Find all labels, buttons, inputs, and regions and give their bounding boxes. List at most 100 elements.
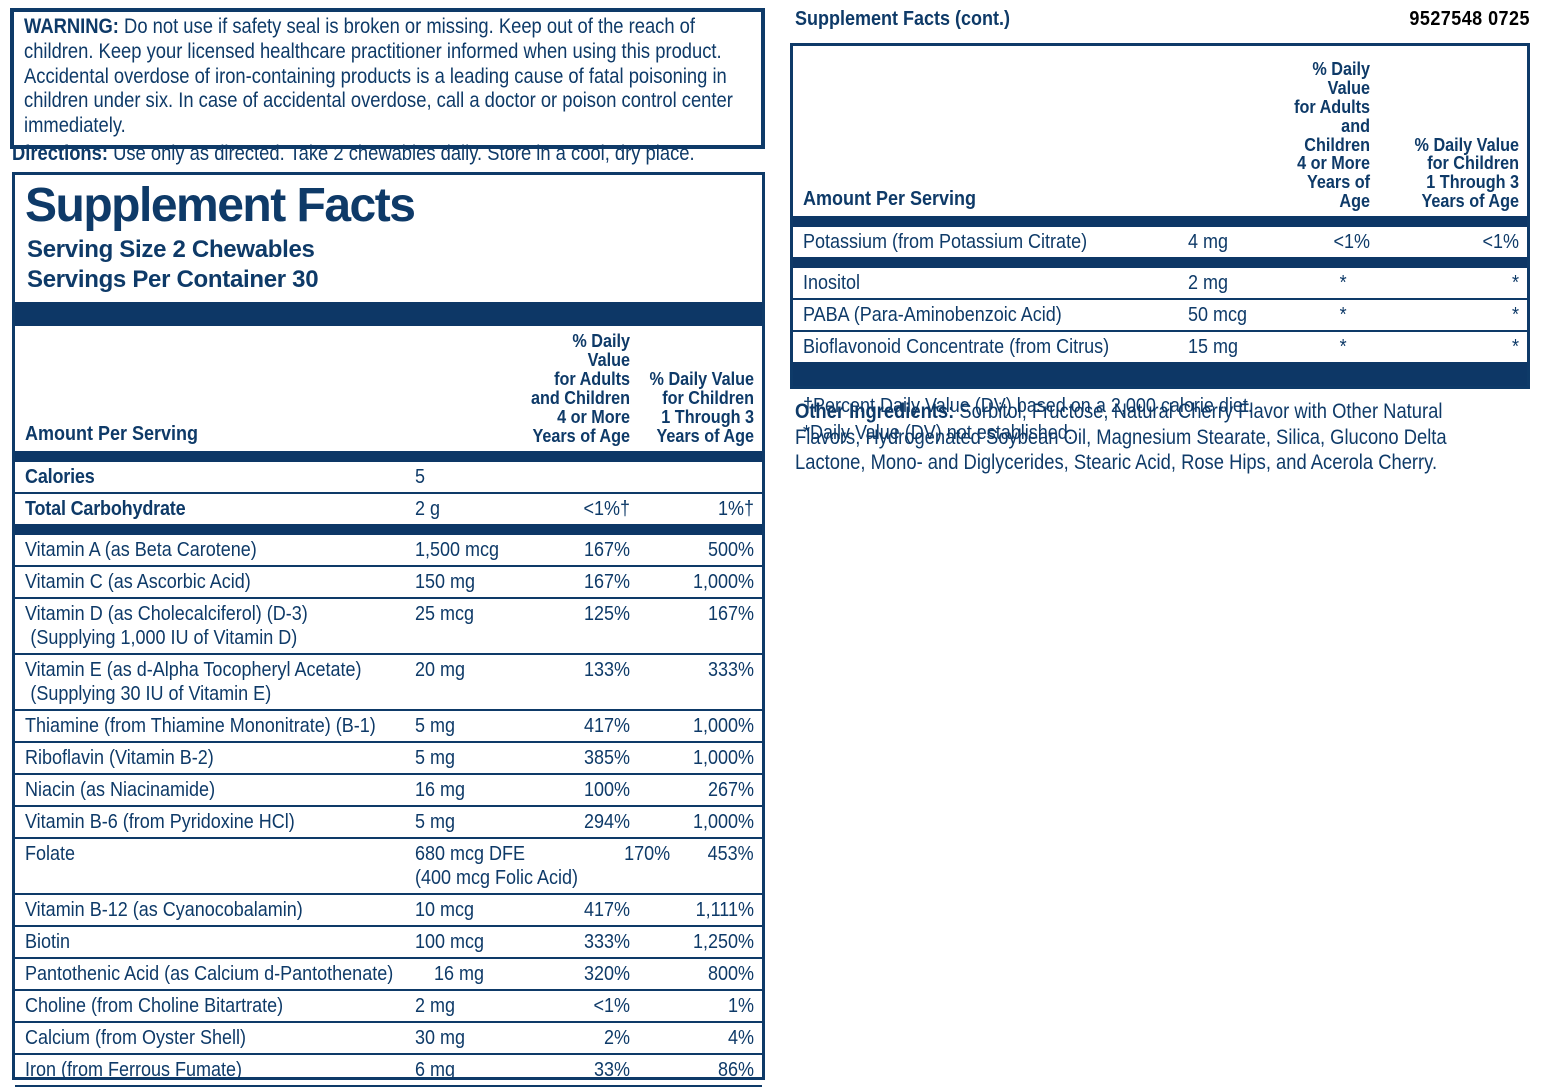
- dv-children-value: 800%: [707, 962, 754, 985]
- nutrient-amount: 2 mg: [1188, 272, 1229, 295]
- table-row: Thiamine (from Thiamine Mononitrate) (B-…: [15, 708, 762, 741]
- dv-children-value: 1,000%: [692, 810, 754, 833]
- table-row: Potassium (from Potassium Citrate) 4 mg …: [793, 227, 1527, 257]
- nutrient-amount-line2: (400 mcg Folic Acid): [415, 866, 579, 889]
- nutrient-name-cell: Thiamine (from Thiamine Mononitrate) (B-…: [25, 714, 376, 738]
- dv-adults-value: *: [1339, 304, 1347, 327]
- footnote: †Percent Daily Value (DV) based on a 2,0…: [803, 395, 1253, 418]
- footnote: *Daily Value (DV) not established.: [803, 421, 1073, 444]
- nutrient-name: PABA (Para-Aminobenzoic Acid): [803, 304, 1062, 327]
- supplement-facts-cont-panel: Amount Per Serving % Daily Value for Adu…: [790, 43, 1530, 444]
- dv-adults-header: % Daily Value for Adults and Children 4 …: [531, 331, 631, 446]
- table-row: [15, 523, 762, 535]
- warning-paragraph: WARNING: Do not use if safety seal is br…: [24, 15, 750, 139]
- nutrient-name: Bioflavonoid Concentrate (from Citrus): [803, 336, 1110, 359]
- table-row: Vitamin D (as Cholecalciferol) (D-3) (Su…: [15, 596, 762, 653]
- nutrient-amount-cell: 20 mg: [415, 658, 510, 682]
- dv-children-header: % Daily Value for Children 1 Through 3 Y…: [1414, 134, 1519, 212]
- other-ingredients-text: Sorbitol, Fructose, Natural Cherry Flavo…: [795, 400, 1447, 475]
- nutrient-amount: 5 mg: [415, 810, 456, 833]
- nutrient-name-line2: (Supplying 30 IU of Vitamin E): [30, 682, 272, 705]
- nutrient-amount-cell: 2 g: [415, 497, 510, 521]
- nutrient-amount: 16 mg: [434, 962, 485, 985]
- table-row: Iodine (from Kelp) 100 mcg 67% 111%: [15, 1084, 762, 1090]
- nutrient-amount: 30 mg: [415, 1026, 466, 1049]
- dv-children-value: 4%: [727, 1026, 754, 1049]
- nutrient-name: Folate: [25, 842, 76, 865]
- nutrient-name: Niacin (as Niacinamide): [25, 778, 216, 801]
- nutrient-name-cell: Pantothenic Acid (as Calcium d-Pantothen…: [25, 962, 393, 986]
- dv-adults-value: 133%: [583, 658, 630, 681]
- dv-children-value: 1,000%: [692, 570, 754, 593]
- dv-adults-value: 333%: [583, 930, 630, 953]
- nutrient-name: Choline (from Choline Bitartrate): [25, 994, 284, 1017]
- dv-adults-value: 170%: [624, 842, 671, 865]
- dv-children-value: 267%: [707, 778, 754, 801]
- nutrient-name: Riboflavin (Vitamin B-2): [25, 746, 214, 769]
- nutrient-amount: 15 mg: [1188, 336, 1239, 359]
- table-row: Calories 5: [15, 462, 762, 492]
- table-row: Folate 680 mcg DFE (400 mcg Folic Acid) …: [15, 836, 762, 893]
- table-row: Vitamin E (as d-Alpha Tocopheryl Acetate…: [15, 652, 762, 709]
- dv-children-value: 333%: [707, 658, 754, 681]
- footnotes: †Percent Daily Value (DV) based on a 2,0…: [793, 386, 1527, 450]
- servings-per-container: Servings Per Container 30: [27, 266, 319, 294]
- dv-adults-value: *: [1339, 336, 1347, 359]
- nutrient-amount-cell: 2 mg: [1188, 271, 1271, 295]
- nutrient-amount: 25 mcg: [415, 602, 475, 625]
- nutrient-name: Vitamin E (as d-Alpha Tocopheryl Acetate…: [25, 658, 362, 681]
- divider-bar: [15, 450, 762, 462]
- nutrient-amount-cell: 150 mg: [415, 570, 510, 594]
- nutrient-amount: 20 mg: [415, 658, 466, 681]
- serving-size: Serving Size 2 Chewables: [27, 235, 315, 263]
- nutrient-amount-cell: 6 mg: [415, 1058, 510, 1082]
- nutrient-name: Iron (from Ferrous Fumate): [25, 1058, 243, 1081]
- table-row: Calcium (from Oyster Shell) 30 mg 2% 4%: [15, 1020, 762, 1053]
- other-ingredients-label: Other Ingredients:: [795, 400, 955, 423]
- nutrient-amount: 6 mg: [415, 1058, 456, 1081]
- nutrient-name: Vitamin A (as Beta Carotene): [25, 538, 257, 561]
- nutrient-name-line2: (Supplying 1,000 IU of Vitamin D): [30, 626, 298, 649]
- nutrient-amount-cell: 5 mg: [415, 810, 510, 834]
- nutrient-amount-cell: 1,500 mcg: [415, 538, 510, 562]
- nutrient-amount-cell: 5 mg: [415, 714, 510, 738]
- nutrient-name-cell: Vitamin D (as Cholecalciferol) (D-3) (Su…: [25, 602, 376, 650]
- nutrient-name-cell: Calories: [25, 465, 376, 489]
- dv-adults-value: 417%: [583, 898, 630, 921]
- dv-adults-header: % Daily Value for Adults and Children 4 …: [1294, 59, 1370, 212]
- nutrient-amount-cell: 10 mcg: [415, 898, 510, 922]
- nutrient-amount: 5: [415, 465, 426, 488]
- nutrient-amount: 100 mcg: [415, 930, 485, 953]
- nutrient-name: Vitamin D (as Cholecalciferol) (D-3): [25, 602, 308, 625]
- nutrient-name-cell: Calcium (from Oyster Shell): [25, 1026, 376, 1050]
- dv-children-value: 167%: [707, 602, 754, 625]
- nutrient-name-cell: Vitamin B-6 (from Pyridoxine HCl): [25, 810, 376, 834]
- nutrient-name-cell: Vitamin B-12 (as Cyanocobalamin): [25, 898, 376, 922]
- nutrient-name: Total Carbohydrate: [25, 497, 186, 520]
- nutrient-name: Potassium (from Potassium Citrate): [803, 231, 1088, 254]
- nutrient-amount-cell: 100 mcg: [415, 930, 510, 954]
- nutrient-name-cell: PABA (Para-Aminobenzoic Acid): [803, 303, 1150, 327]
- nutrient-name-cell: Niacin (as Niacinamide): [25, 778, 376, 802]
- nutrient-amount: 680 mcg DFE: [415, 842, 526, 865]
- warning-box: WARNING: Do not use if safety seal is br…: [10, 8, 765, 149]
- nutrient-amount: 50 mcg: [1188, 304, 1248, 327]
- nutrient-amount: 5 mg: [415, 746, 456, 769]
- table-header: Amount Per Serving % Daily Value for Adu…: [15, 326, 762, 450]
- dv-children-value: *: [1511, 336, 1519, 359]
- nutrient-name: Thiamine (from Thiamine Mononitrate) (B-…: [25, 714, 376, 737]
- directions: Directions: Use only as directed. Take 2…: [12, 141, 765, 166]
- dv-adults-value: 167%: [583, 570, 630, 593]
- table-row: Vitamin B-12 (as Cyanocobalamin) 10 mcg …: [15, 892, 762, 925]
- nutrient-name-cell: Bioflavonoid Concentrate (from Citrus): [803, 335, 1150, 359]
- other-ingredients-paragraph: Other Ingredients: Sorbitol, Fructose, N…: [795, 399, 1495, 476]
- table-row: Iron (from Ferrous Fumate) 6 mg 33% 86%: [15, 1052, 762, 1085]
- nutrient-amount-cell: 30 mg: [415, 1026, 510, 1050]
- dv-adults-value: 167%: [583, 538, 630, 561]
- dv-adults-value: 33%: [593, 1058, 630, 1081]
- continued-header: Supplement Facts (cont.) 9527548 0725: [795, 8, 1530, 31]
- nutrient-amount: 1,500 mcg: [415, 538, 500, 561]
- nutrient-name-cell: Vitamin E (as d-Alpha Tocopheryl Acetate…: [25, 658, 376, 706]
- amount-per-serving-header: Amount Per Serving: [803, 188, 977, 211]
